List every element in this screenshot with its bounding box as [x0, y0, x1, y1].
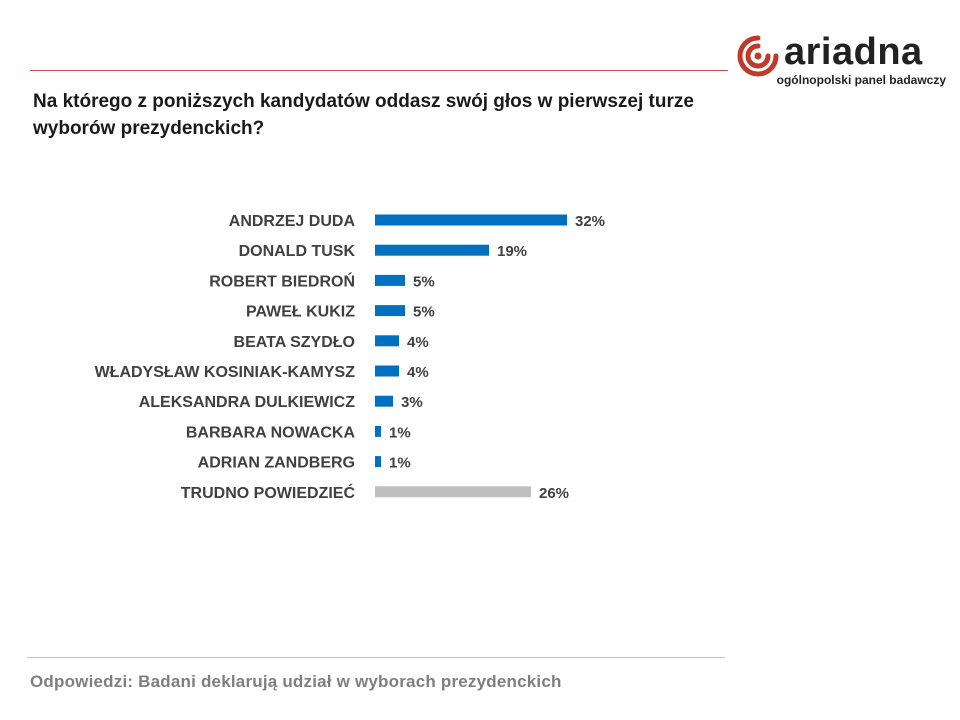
category-label: BARBARA NOWACKA: [186, 424, 356, 441]
category-label: ADRIAN ZANDBERG: [198, 455, 355, 472]
category-label: ROBERT BIEDROŃ: [209, 271, 355, 290]
data-label: 4%: [407, 364, 429, 381]
category-label: BEATA SZYDŁO: [234, 334, 355, 351]
top-divider: [30, 70, 728, 71]
data-label: 32%: [575, 213, 605, 230]
survey-question: Na którego z poniższych kandydatów oddas…: [33, 91, 694, 139]
ariadna-logo: ariadna ogólnopolski panel badawczy: [736, 31, 948, 90]
category-label: TRUDNO POWIEDZIEĆ: [181, 483, 356, 502]
data-label: 1%: [389, 424, 411, 441]
logo-wordmark: ariadna: [784, 31, 923, 73]
bar: [375, 486, 531, 498]
category-label: ALEKSANDRA DULKIEWICZ: [139, 394, 356, 411]
bar: [375, 365, 399, 377]
data-label: 5%: [413, 273, 435, 290]
data-label: 3%: [401, 394, 423, 411]
data-label: 4%: [407, 334, 429, 351]
category-label: PAWEŁ KUKIZ: [246, 304, 355, 321]
bottom-divider: [27, 657, 725, 658]
bar: [375, 214, 567, 226]
category-label: WŁADYSŁAW KOSINIAK-KAMYSZ: [95, 364, 356, 381]
data-label: 5%: [413, 304, 435, 321]
bar: [375, 456, 381, 468]
logo-tagline: ogólnopolski panel badawczy: [776, 73, 946, 87]
spiral-logo-icon: [737, 35, 779, 77]
bar: [375, 244, 489, 256]
data-label: 1%: [389, 455, 411, 472]
bar: [375, 305, 405, 317]
category-label: DONALD TUSK: [239, 243, 356, 260]
bar: [375, 395, 393, 407]
category-label: ANDRZEJ DUDA: [229, 213, 356, 230]
bar: [375, 274, 405, 286]
data-label: 26%: [539, 485, 569, 502]
footnote: Odpowiedzi: Badani deklarują udział w wy…: [30, 672, 562, 691]
bar: [375, 425, 381, 437]
data-label: 19%: [497, 243, 527, 260]
bar: [375, 335, 399, 347]
